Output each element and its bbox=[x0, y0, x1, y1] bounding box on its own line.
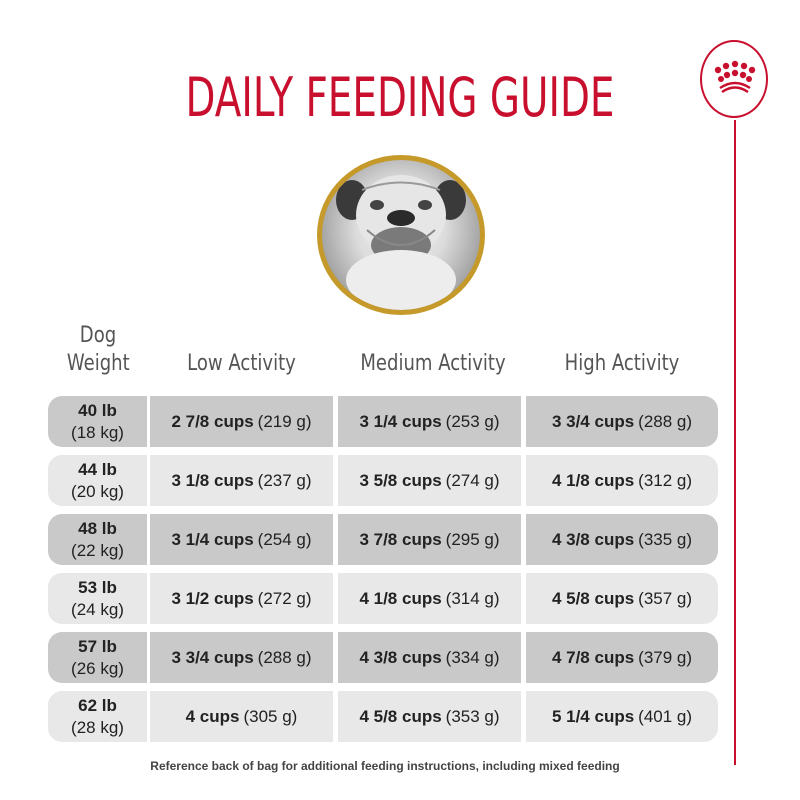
weight-cell: 62 lb (28 kg) bbox=[48, 691, 147, 742]
table-row: 62 lb (28 kg) 4 cups (305 g) 4 5/8 cups (3… bbox=[48, 691, 718, 742]
table-row: 53 lb (24 kg) 3 1/2 cups (272 g) 4 1/8 cu… bbox=[48, 573, 718, 624]
low-activity-cell: 3 1/8 cups (237 g) bbox=[150, 455, 333, 506]
medium-activity-cell: 4 1/8 cups (314 g) bbox=[338, 573, 521, 624]
high-activity-cell: 4 3/8 cups (335 g) bbox=[526, 514, 718, 565]
high-activity-cell: 4 7/8 cups (379 g) bbox=[526, 632, 718, 683]
page-title: DAILY FEEDING GUIDE bbox=[185, 66, 615, 129]
low-activity-cell: 2 7/8 cups (219 g) bbox=[150, 396, 333, 447]
high-activity-cell: 4 1/8 cups (312 g) bbox=[526, 455, 718, 506]
low-activity-cell: 3 3/4 cups (288 g) bbox=[150, 632, 333, 683]
table-row: 44 lb (20 kg) 3 1/8 cups (237 g) 3 5/8 cu… bbox=[48, 455, 718, 506]
medium-activity-cell: 3 5/8 cups (274 g) bbox=[338, 455, 521, 506]
low-activity-cell: 3 1/2 cups (272 g) bbox=[150, 573, 333, 624]
header-high-activity: High Activity bbox=[564, 351, 680, 376]
medium-activity-cell: 3 7/8 cups (295 g) bbox=[338, 514, 521, 565]
header-dog-weight: Dog Weight bbox=[66, 323, 130, 376]
weight-cell: 53 lb (24 kg) bbox=[48, 573, 147, 624]
table-row: 40 lb (18 kg) 2 7/8 cups (219 g) 3 1/4 cu… bbox=[48, 396, 718, 447]
low-activity-cell: 4 cups (305 g) bbox=[150, 691, 333, 742]
brand-badge bbox=[700, 40, 768, 118]
footnote: Reference back of bag for additional fee… bbox=[150, 759, 620, 773]
medium-activity-cell: 3 1/4 cups (253 g) bbox=[338, 396, 521, 447]
header-low-activity: Low Activity bbox=[187, 351, 296, 376]
medium-activity-cell: 4 5/8 cups (353 g) bbox=[338, 691, 521, 742]
high-activity-cell: 3 3/4 cups (288 g) bbox=[526, 396, 718, 447]
high-activity-cell: 5 1/4 cups (401 g) bbox=[526, 691, 718, 742]
medium-activity-cell: 4 3/8 cups (334 g) bbox=[338, 632, 521, 683]
crown-icon bbox=[714, 60, 756, 94]
weight-cell: 48 lb (22 kg) bbox=[48, 514, 147, 565]
bulldog-photo bbox=[317, 155, 485, 315]
weight-cell: 44 lb (20 kg) bbox=[48, 455, 147, 506]
header-medium-activity: Medium Activity bbox=[360, 351, 506, 376]
high-activity-cell: 4 5/8 cups (357 g) bbox=[526, 573, 718, 624]
low-activity-cell: 3 1/4 cups (254 g) bbox=[150, 514, 333, 565]
weight-cell: 57 lb (26 kg) bbox=[48, 632, 147, 683]
brand-divider-line bbox=[734, 120, 736, 765]
weight-cell: 40 lb (18 kg) bbox=[48, 396, 147, 447]
table-row: 57 lb (26 kg) 3 3/4 cups (288 g) 4 3/8 cu… bbox=[48, 632, 718, 683]
table-row: 48 lb (22 kg) 3 1/4 cups (254 g) 3 7/8 cu… bbox=[48, 514, 718, 565]
